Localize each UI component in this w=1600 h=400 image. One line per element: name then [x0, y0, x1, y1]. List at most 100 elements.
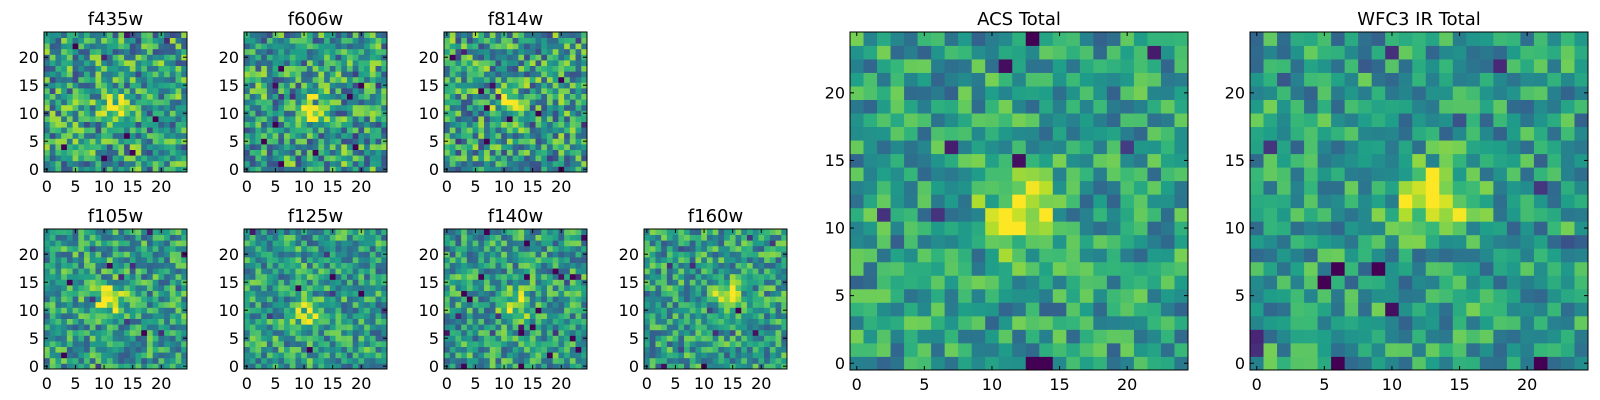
heatmap-cell [318, 324, 325, 331]
heatmap-cell [341, 313, 348, 319]
heatmap-cell [752, 324, 759, 331]
heatmap-cell [261, 245, 268, 252]
heatmap-cell [44, 48, 51, 55]
heatmap-cell [478, 93, 485, 100]
heatmap-cell [358, 155, 365, 162]
heatmap-cell [318, 155, 325, 162]
heatmap-cell [249, 65, 256, 72]
x-tick-label: 10 [94, 177, 114, 196]
heatmap-cell [449, 149, 456, 156]
heatmap-cell [729, 301, 736, 308]
heatmap-cell [718, 285, 725, 291]
heatmap-cell [769, 363, 776, 370]
heatmap-cell [375, 48, 382, 55]
heatmap-cell [124, 313, 131, 319]
heatmap-cell [581, 43, 588, 50]
heatmap-cell [752, 279, 759, 286]
heatmap-cell [764, 245, 771, 252]
heatmap-cell [278, 268, 285, 275]
heatmap-cell [249, 329, 256, 336]
heatmap-cell [266, 324, 273, 331]
heatmap-cell [546, 88, 554, 94]
heatmap-cell [455, 262, 462, 269]
heatmap-cell [181, 357, 188, 364]
heatmap-cell [255, 93, 262, 100]
heatmap-cell [135, 110, 142, 117]
heatmap-cell [66, 318, 73, 325]
heatmap-cell [718, 352, 725, 359]
heatmap-cell [769, 335, 776, 342]
heatmap-cell [729, 279, 736, 286]
heatmap-cell [575, 37, 582, 44]
heatmap-cell [529, 43, 536, 50]
heatmap-cell [335, 54, 342, 61]
heatmap-cell [135, 104, 142, 111]
heatmap-cell [364, 341, 371, 347]
heatmap-cell [449, 285, 456, 291]
heatmap-cell [164, 273, 171, 280]
heatmap-cell [255, 341, 262, 347]
heatmap-cell [484, 346, 491, 353]
heatmap-cell [112, 138, 119, 145]
heatmap-cell [1012, 288, 1027, 303]
heatmap-cell [244, 341, 251, 347]
heatmap-cell [369, 76, 376, 83]
heatmap-cell [478, 160, 485, 167]
heatmap-cell [552, 132, 559, 139]
heatmap-cell [266, 240, 273, 247]
heatmap-cell [152, 138, 159, 145]
heatmap-cell [152, 93, 159, 100]
heatmap-cell [301, 37, 308, 44]
heatmap-cell [484, 257, 491, 263]
heatmap-cell [66, 262, 73, 269]
f160w-cells [644, 229, 788, 370]
heatmap-cell [318, 93, 325, 100]
heatmap-cell [289, 71, 296, 78]
heatmap-cell [301, 234, 308, 241]
heatmap-cell [455, 357, 462, 364]
heatmap-cell [175, 99, 182, 106]
heatmap-cell [341, 138, 348, 145]
heatmap-cell [944, 194, 959, 209]
heatmap-cell [695, 262, 702, 269]
heatmap-cell [649, 279, 656, 286]
heatmap-cell [672, 335, 679, 342]
heatmap-cell [564, 240, 571, 247]
heatmap-cell [449, 341, 456, 347]
heatmap-cell [546, 132, 554, 139]
heatmap-cell [346, 335, 354, 342]
heatmap-cell [78, 149, 85, 156]
heatmap-cell [146, 245, 154, 252]
heatmap-cell [66, 110, 73, 117]
heatmap-cell [741, 324, 748, 331]
heatmap-cell [369, 346, 376, 353]
heatmap-cell [904, 207, 918, 222]
heatmap-cell [581, 71, 588, 78]
heatmap-cell [1174, 275, 1189, 290]
heatmap-cell [552, 290, 559, 297]
heatmap-cell [472, 240, 479, 247]
heatmap-cell [518, 32, 525, 38]
heatmap-cell [444, 301, 451, 308]
heatmap-cell [169, 313, 176, 319]
heatmap-cell [175, 251, 182, 258]
heatmap-cell [478, 245, 485, 252]
heatmap-cell [141, 240, 148, 247]
heatmap-cell [335, 341, 342, 347]
heatmap-cell [118, 234, 125, 241]
heatmap-cell [146, 121, 154, 128]
heatmap-cell [1079, 315, 1094, 330]
heatmap-cell [381, 245, 388, 252]
heatmap-cell [329, 82, 336, 89]
heatmap-cell [552, 48, 559, 55]
heatmap-cell [581, 229, 588, 235]
heatmap-cell [272, 245, 279, 252]
heatmap-cell [181, 93, 188, 100]
heatmap-cell [535, 296, 542, 303]
heatmap-cell [312, 251, 319, 258]
heatmap-cell [1133, 302, 1148, 317]
heatmap-cell [863, 167, 878, 182]
heatmap-cell [129, 324, 136, 331]
heatmap-cell [272, 341, 279, 347]
heatmap-cell [661, 279, 668, 286]
